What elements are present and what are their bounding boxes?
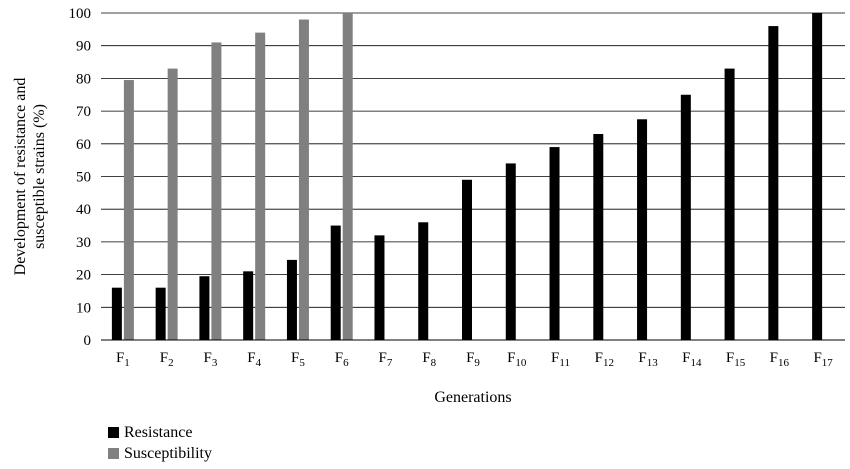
y-tick-label: 50 bbox=[76, 170, 91, 186]
y-axis-title: Development of resistance and susceptible… bbox=[12, 78, 48, 276]
x-tick-label: F13 bbox=[638, 350, 658, 369]
x-tick-label: F3 bbox=[203, 350, 217, 369]
x-tick-label: F4 bbox=[247, 350, 261, 369]
x-tick-label: F16 bbox=[770, 350, 790, 369]
bar-resistance bbox=[330, 225, 341, 340]
y-tick-label: 80 bbox=[76, 71, 91, 87]
bar-resistance bbox=[724, 68, 735, 340]
bar-resistance bbox=[286, 259, 297, 340]
y-tick-label: 20 bbox=[76, 268, 91, 284]
y-tick-label: 0 bbox=[84, 333, 92, 349]
legend: Resistance Susceptibility bbox=[108, 422, 212, 464]
bar-resistance bbox=[243, 271, 254, 340]
bar-resistance bbox=[418, 222, 429, 340]
bar-resistance bbox=[549, 147, 560, 340]
x-tick-label: F14 bbox=[682, 350, 702, 369]
bar-susceptibility bbox=[255, 32, 266, 341]
bar-susceptibility bbox=[123, 80, 134, 340]
bar-resistance bbox=[593, 133, 604, 340]
legend-label-resistance: Resistance bbox=[124, 424, 193, 441]
x-tick-label: F1 bbox=[116, 350, 130, 369]
x-tick-label: F6 bbox=[335, 350, 349, 369]
x-tick-label: F5 bbox=[291, 350, 305, 369]
bar-susceptibility bbox=[211, 42, 222, 341]
bar-resistance bbox=[505, 163, 516, 340]
legend-label-susceptibility: Susceptibility bbox=[124, 445, 212, 462]
legend-swatch-resistance bbox=[108, 427, 119, 438]
x-tick-label: F2 bbox=[160, 350, 174, 369]
x-tick-label: F11 bbox=[551, 350, 570, 369]
bars bbox=[111, 13, 823, 341]
legend-swatch-susceptibility bbox=[108, 448, 119, 459]
bar-susceptibility bbox=[298, 19, 309, 340]
bar-resistance bbox=[155, 287, 166, 340]
bar-resistance bbox=[768, 26, 779, 341]
y-tick-label: 40 bbox=[76, 202, 91, 218]
gridlines bbox=[101, 12, 845, 308]
x-tick-label: F10 bbox=[507, 350, 527, 369]
bar-resistance bbox=[812, 13, 823, 340]
bar-susceptibility bbox=[167, 68, 178, 340]
bar-resistance bbox=[199, 276, 210, 340]
bar-resistance bbox=[462, 179, 472, 340]
x-tick-label: F9 bbox=[466, 350, 480, 369]
y-tick-label: 10 bbox=[76, 300, 91, 316]
y-tick-label: 30 bbox=[76, 235, 91, 251]
y-tick-label: 100 bbox=[69, 6, 92, 22]
y-tick-labels: 0 10 20 30 40 50 60 70 80 90 100 bbox=[69, 6, 92, 349]
x-tick-labels: F1 F2 F3 F4 F5 F6 F7 F8 F9 F10 F11 F12 F13 F14 F15 F16 F… bbox=[116, 350, 833, 369]
legend-item-susceptibility: Susceptibility bbox=[108, 443, 212, 464]
bar-resistance bbox=[111, 287, 122, 340]
y-tick-label: 70 bbox=[76, 104, 91, 120]
x-tick-label: F15 bbox=[726, 350, 746, 369]
x-tick-label: F17 bbox=[813, 350, 833, 369]
y-tick-label: 60 bbox=[76, 137, 91, 153]
x-axis-title: Generations bbox=[434, 389, 511, 406]
y-tick-label: 90 bbox=[76, 39, 91, 55]
x-tick-label: F7 bbox=[379, 350, 393, 369]
bar-susceptibility bbox=[342, 13, 353, 340]
bar-resistance bbox=[637, 119, 648, 341]
x-tick-label: F8 bbox=[422, 350, 436, 369]
bar-resistance bbox=[680, 94, 691, 340]
legend-item-resistance: Resistance bbox=[108, 422, 212, 443]
bar-resistance bbox=[374, 235, 385, 340]
x-tick-label: F12 bbox=[595, 350, 614, 369]
